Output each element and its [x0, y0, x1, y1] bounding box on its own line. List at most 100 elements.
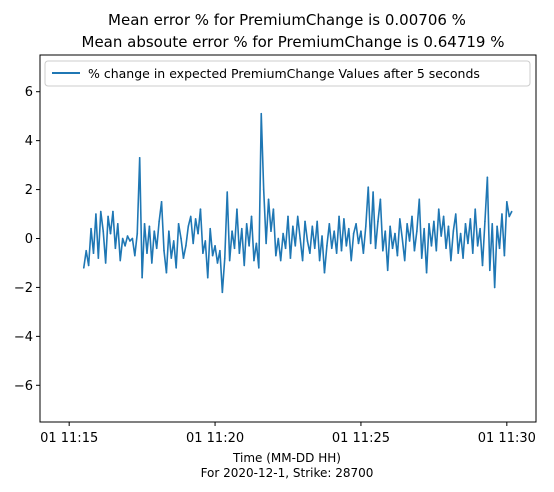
data-point	[304, 220, 306, 223]
data-point	[396, 254, 399, 257]
data-point	[501, 213, 503, 215]
data-point	[369, 242, 372, 245]
data-point	[491, 223, 494, 225]
data-point	[284, 247, 287, 250]
data-point	[420, 257, 423, 259]
data-point	[321, 235, 323, 237]
data-point	[85, 249, 87, 252]
data-point	[408, 240, 411, 242]
data-point	[185, 245, 187, 247]
data-point	[309, 252, 311, 254]
y-tick-label: −2	[14, 281, 33, 296]
data-point	[180, 237, 182, 240]
data-point	[199, 208, 202, 210]
data-point	[223, 257, 226, 259]
data-point	[258, 267, 260, 269]
y-tick-label: −6	[14, 379, 33, 394]
data-point	[216, 262, 219, 264]
data-point	[253, 259, 255, 262]
data-point	[262, 188, 265, 191]
data-point	[192, 242, 194, 245]
legend: % change in expected PremiumChange Value…	[44, 60, 531, 87]
data-point	[345, 245, 348, 247]
data-point	[289, 257, 292, 259]
data-point	[158, 220, 160, 223]
data-point	[165, 271, 168, 274]
data-point	[214, 245, 216, 247]
data-point	[428, 223, 430, 225]
data-point	[374, 247, 377, 250]
data-point	[362, 252, 365, 254]
data-point	[136, 232, 139, 235]
data-point	[350, 259, 353, 262]
data-point	[399, 218, 401, 220]
data-point	[241, 227, 243, 230]
data-point	[394, 232, 396, 235]
data-point	[121, 237, 124, 240]
data-point	[265, 242, 267, 245]
data-point	[423, 227, 425, 230]
data-point	[323, 271, 326, 274]
x-axis-label-line-1: Time (MM-DD HH)	[232, 451, 341, 465]
data-point	[318, 259, 321, 262]
data-point	[452, 230, 455, 232]
data-point	[430, 245, 433, 247]
data-point	[338, 215, 340, 218]
data-point	[255, 242, 258, 245]
data-point	[277, 237, 280, 240]
data-point	[386, 269, 389, 272]
data-point	[194, 218, 197, 220]
data-point	[506, 201, 508, 203]
data-point	[406, 223, 408, 225]
y-tick-label: 0	[25, 232, 33, 247]
data-point	[95, 213, 97, 215]
data-point	[493, 286, 496, 289]
data-point	[416, 230, 418, 232]
data-point	[365, 225, 367, 228]
data-point	[447, 225, 450, 228]
data-point	[467, 242, 469, 245]
data-point	[90, 227, 92, 230]
data-point	[464, 223, 467, 225]
data-point	[272, 208, 275, 210]
data-point	[187, 225, 190, 228]
data-point	[328, 223, 331, 225]
data-point	[131, 237, 134, 240]
data-point	[335, 252, 338, 254]
data-point	[340, 249, 343, 252]
data-point	[389, 225, 391, 228]
data-point	[238, 252, 241, 254]
data-point	[107, 215, 109, 218]
data-point	[146, 252, 148, 254]
data-point	[301, 259, 304, 262]
data-point	[87, 264, 90, 267]
data-point	[153, 230, 156, 232]
data-point	[450, 259, 452, 262]
data-point	[282, 232, 284, 235]
data-point	[401, 237, 404, 240]
data-point	[457, 252, 460, 254]
data-point	[481, 264, 484, 267]
x-tick-label: 01 11:30	[478, 431, 536, 446]
data-point	[104, 262, 107, 264]
data-point	[189, 215, 192, 218]
data-point	[306, 240, 309, 242]
data-point	[138, 156, 141, 159]
chart-title-line-2: Mean absoute error % for PremiumChange i…	[82, 33, 505, 51]
data-point	[236, 208, 238, 210]
data-point	[391, 247, 394, 250]
data-point	[299, 237, 301, 240]
data-point	[355, 223, 357, 225]
data-point	[141, 276, 143, 279]
data-point	[117, 223, 119, 225]
data-point	[413, 249, 416, 252]
data-point	[211, 254, 214, 257]
data-point	[112, 210, 114, 213]
data-point	[226, 191, 229, 193]
data-point	[172, 240, 175, 242]
x-tick-label: 01 11:20	[186, 431, 244, 446]
data-point	[437, 208, 440, 210]
data-point	[442, 215, 445, 218]
y-tick-label: 6	[25, 85, 33, 100]
data-point	[233, 247, 236, 250]
